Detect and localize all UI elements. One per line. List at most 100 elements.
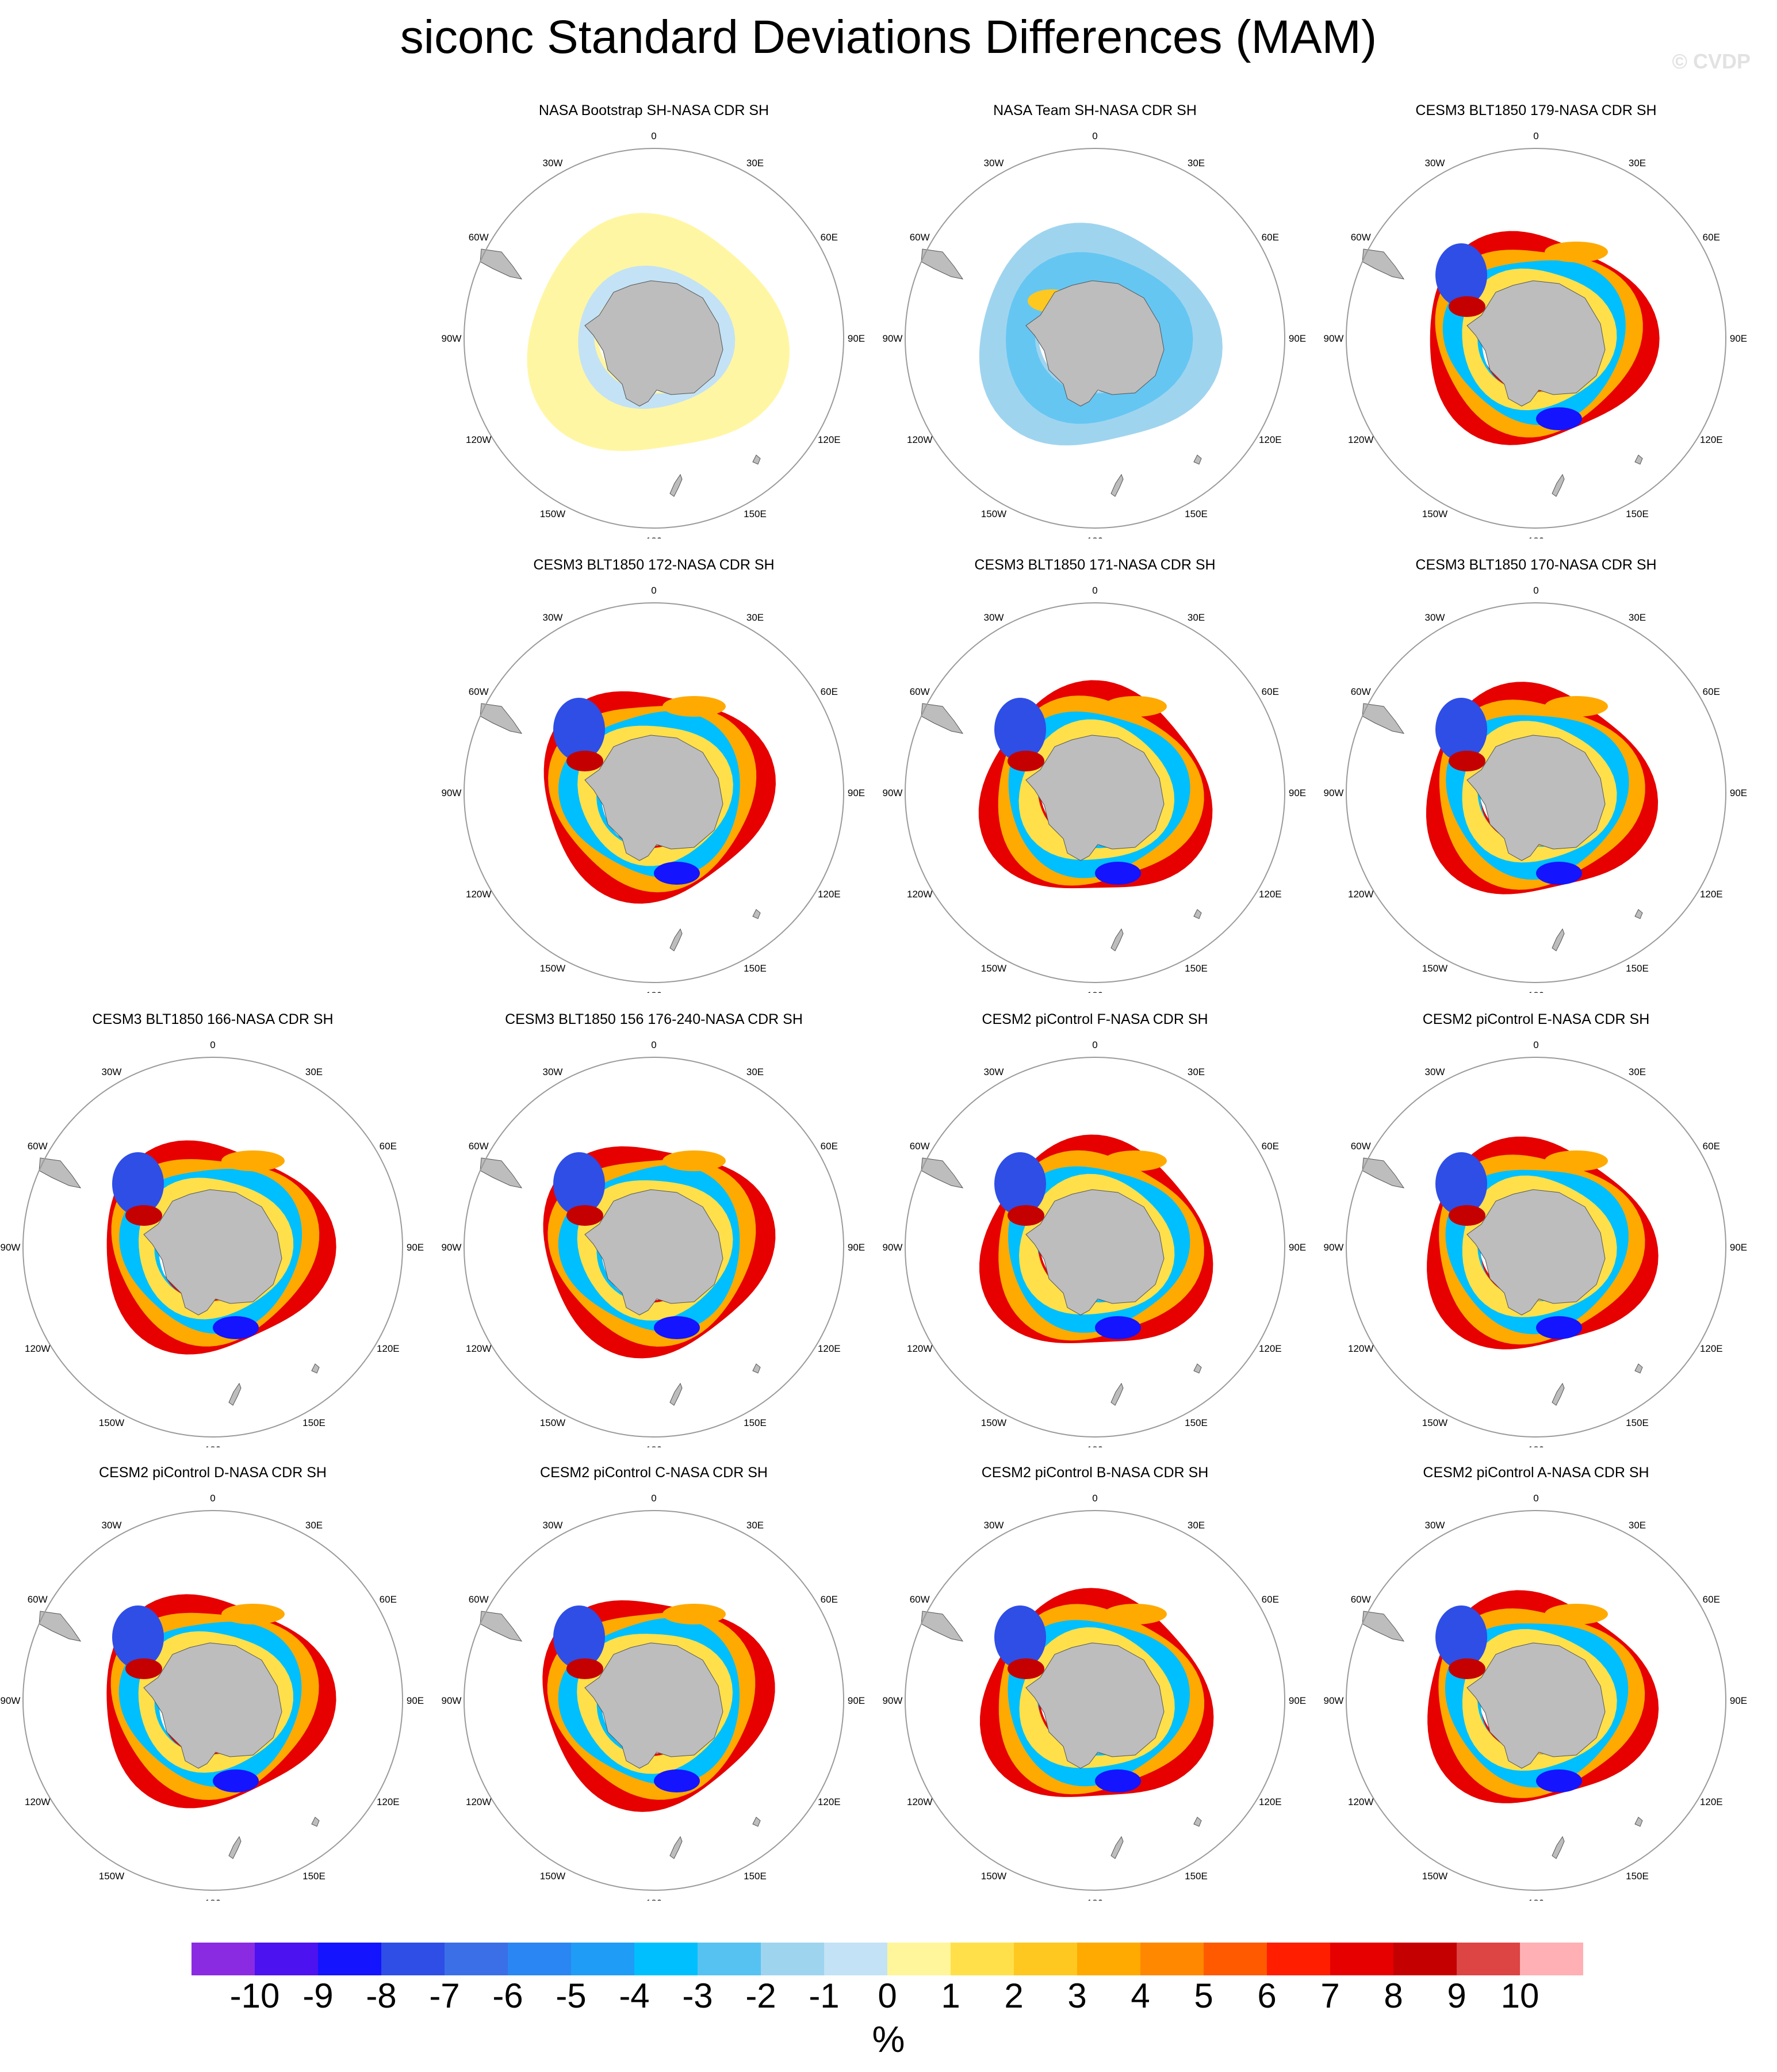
colorbar-swatch: [571, 1943, 634, 1975]
longitude-label: 0: [651, 585, 656, 596]
longitude-label: 150W: [99, 1417, 124, 1428]
longitude-label: 120W: [907, 434, 932, 445]
longitude-label: 30W: [543, 158, 563, 169]
south-america-landmass: [1362, 703, 1405, 734]
polar-stereographic-map: 0 30E 60E 90E 120E 150E 180 150W 120W 90W 60W 30W: [883, 1039, 1307, 1447]
longitude-label: 60E: [1703, 1594, 1720, 1605]
antarctica-landmass: [1466, 280, 1606, 407]
antarctica-landmass: [584, 735, 723, 861]
longitude-label: 30E: [1629, 158, 1646, 169]
map-panel: CESM3 BLT1850 179-NASA CDR SH 0 30E 60E 90E 1…: [1318, 101, 1755, 538]
antarctica-landmass: [584, 280, 723, 407]
antarctica-landmass: [1025, 1189, 1165, 1316]
longitude-label: 60E: [1262, 1141, 1279, 1152]
colorbar-tick-label: 2: [1004, 1977, 1024, 2015]
longitude-label: 150E: [744, 963, 767, 974]
map-panel-title: CESM2 piControl E-NASA CDR SH: [1422, 1011, 1650, 1027]
map-panel-title: CESM3 BLT1850 171-NASA CDR SH: [974, 557, 1216, 573]
polar-stereographic-map: 0 30E 60E 90E 120E 150E 180 150W 120W 90W 60W 30W: [1324, 1493, 1748, 1901]
map-panel-title: CESM3 BLT1850 172-NASA CDR SH: [533, 557, 775, 573]
colorbar-tick-label: 6: [1257, 1977, 1277, 2015]
longitude-label: 0: [1533, 585, 1538, 596]
tasmania-landmass: [311, 1817, 320, 1827]
tasmania-landmass: [752, 1817, 761, 1827]
new-zealand-landmass: [669, 473, 683, 497]
longitude-label: 30W: [102, 1066, 122, 1077]
longitude-label: 180: [1528, 1898, 1544, 1901]
longitude-label: 0: [1092, 1039, 1097, 1050]
longitude-label: 60E: [821, 686, 838, 697]
longitude-label: 30E: [746, 612, 764, 623]
longitude-label: 90W: [442, 333, 462, 344]
longitude-label: 60E: [1262, 686, 1279, 697]
tasmania-landmass: [1634, 1363, 1643, 1374]
longitude-label: 60W: [1351, 232, 1371, 243]
longitude-label: 180: [205, 1444, 221, 1447]
longitude-label: 120W: [25, 1796, 50, 1807]
polar-stereographic-map: 0 30E 60E 90E 120E 150E 180 150W 120W 90W 60W 30W: [1, 1039, 424, 1447]
colorbar-swatch: [887, 1943, 951, 1975]
tasmania-landmass: [1634, 909, 1643, 919]
longitude-label: 30W: [984, 1520, 1004, 1531]
longitude-label: 120W: [466, 434, 491, 445]
colorbar: [192, 1943, 1583, 1975]
longitude-label: 150W: [981, 1871, 1006, 1882]
new-zealand-landmass: [228, 1382, 242, 1406]
longitude-label: 120E: [1259, 434, 1282, 445]
longitude-label: 30W: [1425, 612, 1445, 623]
longitude-label: 60E: [821, 1141, 838, 1152]
page-title: siconc Standard Deviations Differences (…: [400, 11, 1377, 63]
longitude-label: 120W: [466, 1796, 491, 1807]
polar-stereographic-map: 0 30E 60E 90E 120E 150E 180 150W 120W 90W 60W 30W: [442, 131, 865, 538]
tasmania-landmass: [752, 454, 761, 465]
map-panel-title: NASA Team SH-NASA CDR SH: [993, 102, 1197, 118]
colorbar-swatch: [634, 1943, 698, 1975]
colorbar-tick-label: -8: [366, 1977, 397, 2015]
colorbar-tick-label: -3: [682, 1977, 713, 2015]
colorbar-unit: %: [872, 2019, 905, 2060]
longitude-label: 150W: [99, 1871, 124, 1882]
longitude-label: 90E: [848, 1242, 865, 1253]
colorbar-swatch: [1330, 1943, 1393, 1975]
longitude-label: 60W: [28, 1141, 48, 1152]
longitude-label: 90W: [1, 1695, 21, 1706]
map-panel-title: NASA Bootstrap SH-NASA CDR SH: [538, 102, 769, 118]
colorbar-swatch: [255, 1943, 318, 1975]
map-panel: CESM3 BLT1850 166-NASA CDR SH 0 30E 60E 90E 1…: [0, 1010, 431, 1447]
map-frame: [905, 148, 1285, 529]
new-zealand-landmass: [1110, 473, 1124, 497]
longitude-label: 60W: [910, 1141, 930, 1152]
longitude-label: 150E: [302, 1871, 325, 1882]
longitude-label: 60W: [910, 1594, 930, 1605]
longitude-label: 90W: [1324, 787, 1344, 798]
longitude-label: 120E: [1259, 1343, 1282, 1354]
longitude-label: 120W: [1348, 1796, 1373, 1807]
map-frame: [22, 1057, 403, 1438]
colorbar-tick-labels: -10 -9 -8 -7 -6 -5 -4 -3 -2 -1 0 1 2 3 4 5 6 7 8 9 10: [192, 1976, 1583, 2016]
colorbar-swatch: [318, 1943, 381, 1975]
longitude-label: 120W: [907, 889, 932, 900]
longitude-label: 90W: [1324, 1695, 1344, 1706]
longitude-label: 60E: [380, 1594, 397, 1605]
map-panel-title: CESM3 BLT1850 179-NASA CDR SH: [1415, 102, 1657, 118]
longitude-label: 120E: [1700, 1343, 1723, 1354]
longitude-label: 180: [205, 1898, 221, 1901]
longitude-label: 120E: [818, 1796, 841, 1807]
colorbar-swatch: [1267, 1943, 1330, 1975]
longitude-label: 30W: [1425, 1066, 1445, 1077]
colorbar-swatch: [1520, 1943, 1583, 1975]
longitude-label: 60W: [469, 1141, 489, 1152]
longitude-label: 150E: [744, 509, 767, 519]
longitude-label: 90W: [442, 1242, 462, 1253]
map-panel: CESM2 piControl B-NASA CDR SH 0 30E 60E 90E 1…: [876, 1463, 1313, 1901]
longitude-label: 180: [646, 536, 662, 538]
colorbar-swatch: [698, 1943, 761, 1975]
colorbar-tick-label: 1: [941, 1977, 960, 2015]
longitude-label: 150W: [540, 963, 565, 974]
longitude-label: 60W: [910, 686, 930, 697]
south-america-landmass: [39, 1157, 82, 1188]
new-zealand-landmass: [228, 1836, 242, 1859]
map-panel-title: CESM2 piControl D-NASA CDR SH: [99, 1465, 327, 1481]
longitude-label: 120E: [1700, 1796, 1723, 1807]
map-panel-title: CESM3 BLT1850 170-NASA CDR SH: [1415, 557, 1657, 573]
